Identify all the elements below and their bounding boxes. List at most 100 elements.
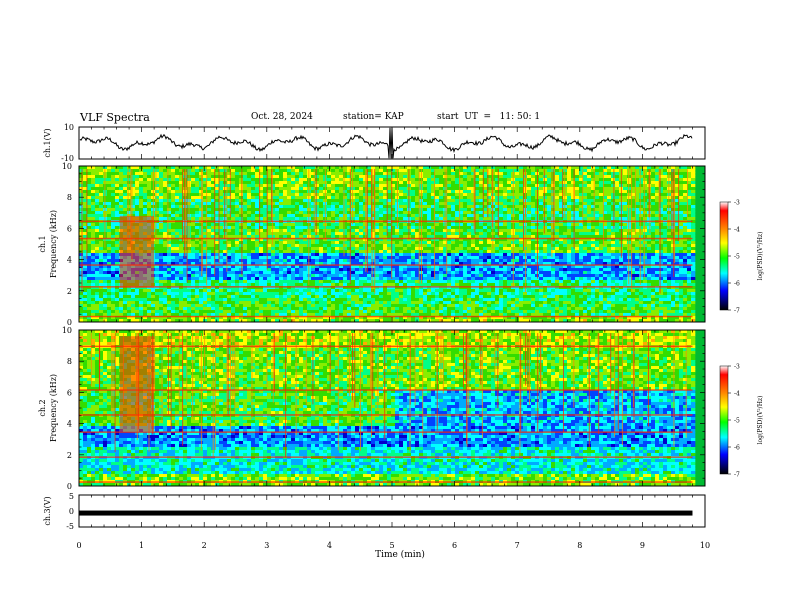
spectrogram-cell bbox=[599, 217, 604, 221]
spectrogram-cell bbox=[607, 226, 612, 230]
spectrogram-cell bbox=[227, 190, 232, 194]
spectrogram-cell bbox=[687, 175, 692, 179]
spectrogram-cell bbox=[403, 250, 408, 254]
spectrogram-cell bbox=[559, 166, 564, 170]
spectrogram-cell bbox=[271, 169, 276, 173]
spectrogram-cell bbox=[207, 178, 212, 182]
spectrogram-cell bbox=[507, 247, 512, 251]
spectrogram-cell bbox=[211, 178, 216, 182]
spectrogram-cell bbox=[139, 208, 144, 212]
spectrogram-cell bbox=[219, 205, 224, 209]
spectrogram-cell bbox=[623, 229, 628, 233]
spectrogram-cell bbox=[531, 232, 536, 236]
spectrogram-cell bbox=[95, 187, 100, 191]
spectrogram-cell bbox=[295, 178, 300, 182]
spectrogram-cell bbox=[435, 232, 440, 236]
spectrogram-cell bbox=[331, 211, 336, 215]
spectrogram-cell bbox=[631, 223, 636, 227]
spectrogram-cell bbox=[399, 253, 404, 257]
spectrogram-cell bbox=[111, 166, 116, 170]
spectrogram-cell bbox=[635, 193, 640, 197]
spectrogram-cell bbox=[671, 244, 676, 248]
spectrogram-cell bbox=[495, 250, 500, 254]
spectrogram-cell bbox=[123, 187, 128, 191]
spectrogram-cell bbox=[547, 193, 552, 197]
spectrogram-cell bbox=[687, 214, 692, 218]
spectrogram-cell bbox=[631, 211, 636, 215]
spectrogram-cell bbox=[315, 202, 320, 206]
spectrogram-cell bbox=[539, 256, 544, 260]
spectrogram-cell bbox=[207, 229, 212, 233]
spectrogram-cell bbox=[615, 253, 620, 257]
spectrogram-cell bbox=[483, 196, 488, 200]
spectrogram-cell bbox=[423, 259, 428, 263]
spectrogram-cell bbox=[631, 241, 636, 245]
spectrogram-cell bbox=[607, 244, 612, 248]
spectrogram-cell bbox=[99, 259, 104, 263]
spectrogram-cell bbox=[79, 181, 84, 185]
spectrogram-cell bbox=[79, 205, 84, 209]
spectrogram-cell bbox=[603, 226, 608, 230]
spectrogram-cell bbox=[439, 199, 444, 203]
spectrogram-cell bbox=[671, 208, 676, 212]
spectrogram-cell bbox=[575, 178, 580, 182]
spectrogram-cell bbox=[559, 244, 564, 248]
spectrogram-cell bbox=[599, 169, 604, 173]
spectrogram-cell bbox=[195, 232, 200, 236]
spectrogram-cell bbox=[215, 250, 220, 254]
spectrogram-cell bbox=[347, 250, 352, 254]
spectrogram-cell bbox=[651, 184, 656, 188]
spectrogram-cell bbox=[195, 241, 200, 245]
spectrogram-cell bbox=[271, 184, 276, 188]
spectrogram-cell bbox=[431, 190, 436, 194]
spectrogram-cell bbox=[571, 202, 576, 206]
spectrogram-cell bbox=[527, 223, 532, 227]
spectrogram-cell bbox=[335, 172, 340, 176]
spectrogram-cell bbox=[179, 166, 184, 170]
spectrogram-cell bbox=[359, 253, 364, 257]
spectrogram-cell bbox=[171, 202, 176, 206]
spectrogram-cell bbox=[463, 166, 468, 170]
spectrogram-cell bbox=[687, 253, 692, 257]
spectrogram-cell bbox=[531, 169, 536, 173]
spectrogram-cell bbox=[227, 175, 232, 179]
spectrogram-cell bbox=[475, 235, 480, 239]
spectrogram-cell bbox=[79, 244, 84, 248]
spectrogram-cell bbox=[267, 229, 272, 233]
spectrogram-cell bbox=[435, 190, 440, 194]
spectrogram-cell bbox=[623, 169, 628, 173]
spectrogram-cell bbox=[495, 187, 500, 191]
spectrogram-cell bbox=[571, 199, 576, 203]
spectrogram-cell bbox=[87, 247, 92, 251]
spectrogram-cell bbox=[303, 241, 308, 245]
spectrogram-cell bbox=[227, 199, 232, 203]
spectrogram-cell bbox=[655, 214, 660, 218]
spectrogram-cell bbox=[647, 238, 652, 242]
spectrogram-cell bbox=[451, 223, 456, 227]
spectrogram-cell bbox=[195, 238, 200, 242]
spectrogram-cell bbox=[639, 247, 644, 251]
spectrogram-cell bbox=[663, 187, 668, 191]
spectrogram-cell bbox=[607, 235, 612, 239]
spectrogram-cell bbox=[315, 259, 320, 263]
spectrogram-cell bbox=[471, 178, 476, 182]
spectrogram-cell bbox=[79, 199, 84, 203]
spectrogram-cell bbox=[263, 244, 268, 248]
spectrogram-cell bbox=[207, 190, 212, 194]
spectrogram-cell bbox=[79, 184, 84, 188]
spectrogram-cell bbox=[411, 205, 416, 209]
spectrogram-cell bbox=[475, 208, 480, 212]
spectrogram-cell bbox=[643, 247, 648, 251]
spectrogram-cell bbox=[207, 244, 212, 248]
spectrogram-cell bbox=[503, 247, 508, 251]
spectrogram-cell bbox=[639, 214, 644, 218]
spectrogram-cell bbox=[451, 196, 456, 200]
spectrogram-cell bbox=[227, 250, 232, 254]
spectrogram-cell bbox=[91, 250, 96, 254]
spectrogram-cell bbox=[315, 223, 320, 227]
spectrogram-cell bbox=[675, 181, 680, 185]
spectrogram-cell bbox=[347, 229, 352, 233]
spectrogram-cell bbox=[267, 208, 272, 212]
spectrogram-cell bbox=[267, 199, 272, 203]
spectrogram-cell bbox=[211, 172, 216, 176]
